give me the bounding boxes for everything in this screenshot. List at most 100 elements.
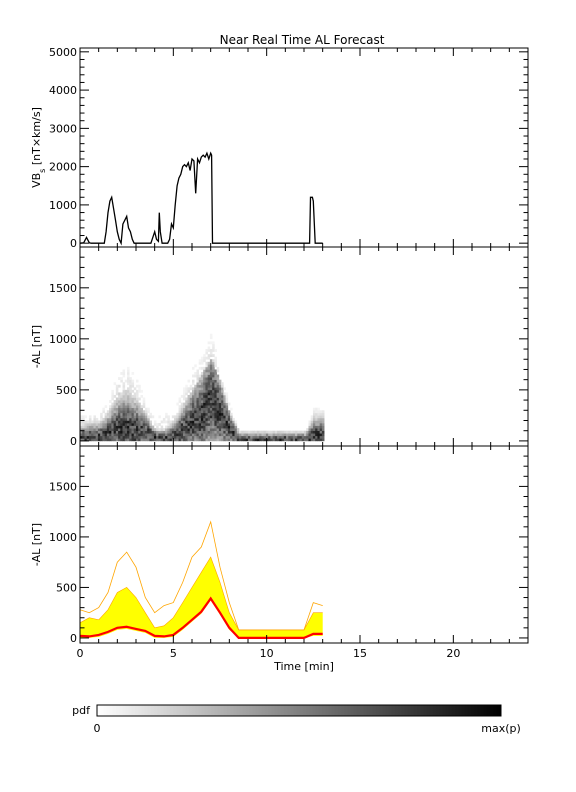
pdf-cell: [100, 417, 103, 421]
pdf-cell: [216, 394, 220, 398]
pdf-cell: [243, 430, 247, 434]
pdf-cell: [171, 433, 175, 437]
pdf-cell: [151, 438, 155, 442]
pdf-cell: [102, 428, 105, 431]
pdf-cell: [209, 392, 213, 396]
pdf-cell: [122, 384, 126, 388]
pdf-cell: [147, 415, 150, 419]
pdf-cell: [268, 438, 271, 442]
pdf-cell: [176, 420, 179, 424]
pdf-cell: [277, 433, 280, 437]
panel-al_pdf: 0 500 1000 1500 -AL [nT]: [30, 246, 529, 448]
pdf-cell: [95, 420, 99, 424]
pdf-cell: [279, 438, 282, 442]
pdf-cell: [142, 397, 146, 401]
pdf-cell: [180, 430, 184, 434]
pdf-cell: [131, 430, 135, 434]
pdf-cell: [209, 428, 213, 431]
pdf-cell: [84, 425, 88, 429]
pdf-cell: [86, 435, 90, 439]
pdf-cell: [207, 356, 211, 360]
pdf-cell: [180, 394, 184, 398]
pdf-cell: [216, 387, 220, 391]
pdf-cell: [321, 415, 325, 419]
pdf-cell: [183, 423, 186, 426]
pdf-cell: [133, 428, 137, 431]
pdf-cell: [310, 428, 314, 431]
pdf-cell: [265, 438, 269, 442]
pdf-cell: [111, 397, 114, 401]
pdf-cell: [185, 387, 188, 391]
pdf-cell: [189, 394, 193, 398]
pdf-cell: [192, 412, 195, 416]
pdf-cell: [239, 435, 242, 439]
pdf-cell: [118, 392, 121, 396]
pdf-cell: [127, 420, 130, 424]
pdf-cell: [124, 430, 128, 434]
pdf-cell: [118, 402, 121, 406]
pdf-cell: [80, 423, 83, 426]
pdf-cell: [147, 425, 150, 429]
pdf-cell: [218, 430, 222, 434]
pdf-cell: [227, 438, 231, 442]
pdf-cell: [192, 379, 195, 383]
pdf-cell: [187, 435, 191, 439]
pdf-cell: [160, 420, 164, 424]
pdf-cell: [95, 430, 99, 434]
pdf-cell: [82, 415, 85, 419]
colorbar-label: pdf: [72, 704, 91, 717]
pdf-cell: [315, 435, 318, 439]
pdf-cell: [312, 428, 316, 431]
pdf-cell: [82, 433, 85, 437]
pdf-cell: [221, 407, 224, 411]
pdf-cell: [122, 428, 126, 431]
pdf-cell: [136, 392, 139, 396]
pdf-cell: [200, 397, 204, 401]
pdf-cell: [102, 420, 105, 424]
pdf-cell: [212, 423, 215, 426]
pdf-cell: [310, 417, 314, 421]
pdf-cell: [290, 438, 294, 442]
pdf-cell: [232, 438, 235, 442]
pdf-cell: [216, 366, 220, 370]
pdf-cell: [165, 435, 168, 439]
pdf-cell: [178, 407, 182, 411]
pdf-cell: [234, 438, 238, 442]
pdf-cell: [312, 435, 316, 439]
pdf-cell: [203, 410, 206, 414]
pdf-cell: [192, 423, 195, 426]
pdf-cell: [207, 394, 211, 398]
pdf-cell: [209, 387, 213, 391]
pdf-cell: [270, 438, 273, 442]
pdf-cell: [127, 389, 130, 393]
pdf-cell: [136, 435, 139, 439]
pdf-cell: [138, 430, 141, 434]
pdf-cell: [198, 423, 202, 426]
pdf-cell: [140, 389, 144, 393]
pdf-cell: [129, 423, 132, 426]
pdf-cell: [131, 420, 135, 424]
pdf-cell: [225, 394, 229, 398]
pdf-cell: [124, 425, 128, 429]
pdf-cell: [129, 410, 132, 414]
pdf-cell: [109, 410, 112, 414]
pdf-cell: [319, 417, 323, 421]
pdf-cell: [225, 415, 229, 419]
pdf-cell: [194, 405, 197, 409]
pdf-cell: [248, 435, 251, 439]
pdf-cell: [183, 394, 186, 398]
pdf-cell: [214, 389, 217, 393]
pdf-cell: [209, 389, 213, 393]
pdf-cell: [225, 397, 229, 401]
pdf-cell: [221, 397, 224, 401]
pdf-cell: [200, 356, 204, 360]
pdf-cell: [133, 423, 137, 426]
pdf-cell: [198, 394, 202, 398]
pdf-cell: [205, 356, 208, 360]
pdf-cell: [203, 369, 206, 373]
pdf-cell: [308, 420, 312, 424]
pdf-cell: [306, 433, 309, 437]
pdf-cell: [82, 430, 85, 434]
pdf-cell: [183, 435, 186, 439]
pdf-cell: [165, 433, 168, 437]
